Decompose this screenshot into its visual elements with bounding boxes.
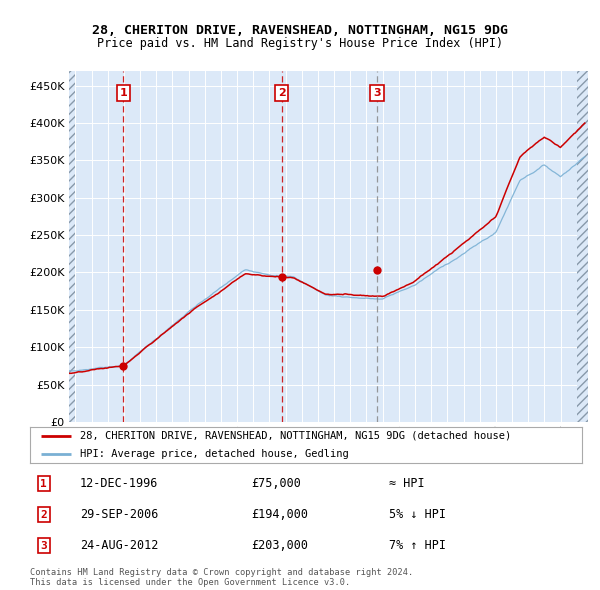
Text: 1: 1 xyxy=(40,478,47,489)
Bar xyxy=(577,71,588,422)
Text: 28, CHERITON DRIVE, RAVENSHEAD, NOTTINGHAM, NG15 9DG: 28, CHERITON DRIVE, RAVENSHEAD, NOTTINGH… xyxy=(92,24,508,37)
Text: 2: 2 xyxy=(40,510,47,520)
Text: 28, CHERITON DRIVE, RAVENSHEAD, NOTTINGHAM, NG15 9DG (detached house): 28, CHERITON DRIVE, RAVENSHEAD, NOTTINGH… xyxy=(80,431,511,441)
Text: 3: 3 xyxy=(373,88,381,98)
Bar xyxy=(69,71,76,422)
Text: 3: 3 xyxy=(40,541,47,551)
Text: 2: 2 xyxy=(278,88,286,98)
Text: Contains HM Land Registry data © Crown copyright and database right 2024.
This d: Contains HM Land Registry data © Crown c… xyxy=(30,568,413,587)
Text: £194,000: £194,000 xyxy=(251,508,308,522)
Text: 7% ↑ HPI: 7% ↑ HPI xyxy=(389,539,446,552)
Text: £75,000: £75,000 xyxy=(251,477,301,490)
Text: 1: 1 xyxy=(119,88,127,98)
Text: £203,000: £203,000 xyxy=(251,539,308,552)
Text: 24-AUG-2012: 24-AUG-2012 xyxy=(80,539,158,552)
Text: HPI: Average price, detached house, Gedling: HPI: Average price, detached house, Gedl… xyxy=(80,449,349,459)
Text: 29-SEP-2006: 29-SEP-2006 xyxy=(80,508,158,522)
Text: 5% ↓ HPI: 5% ↓ HPI xyxy=(389,508,446,522)
Text: ≈ HPI: ≈ HPI xyxy=(389,477,424,490)
Text: Price paid vs. HM Land Registry's House Price Index (HPI): Price paid vs. HM Land Registry's House … xyxy=(97,37,503,50)
Text: 12-DEC-1996: 12-DEC-1996 xyxy=(80,477,158,490)
